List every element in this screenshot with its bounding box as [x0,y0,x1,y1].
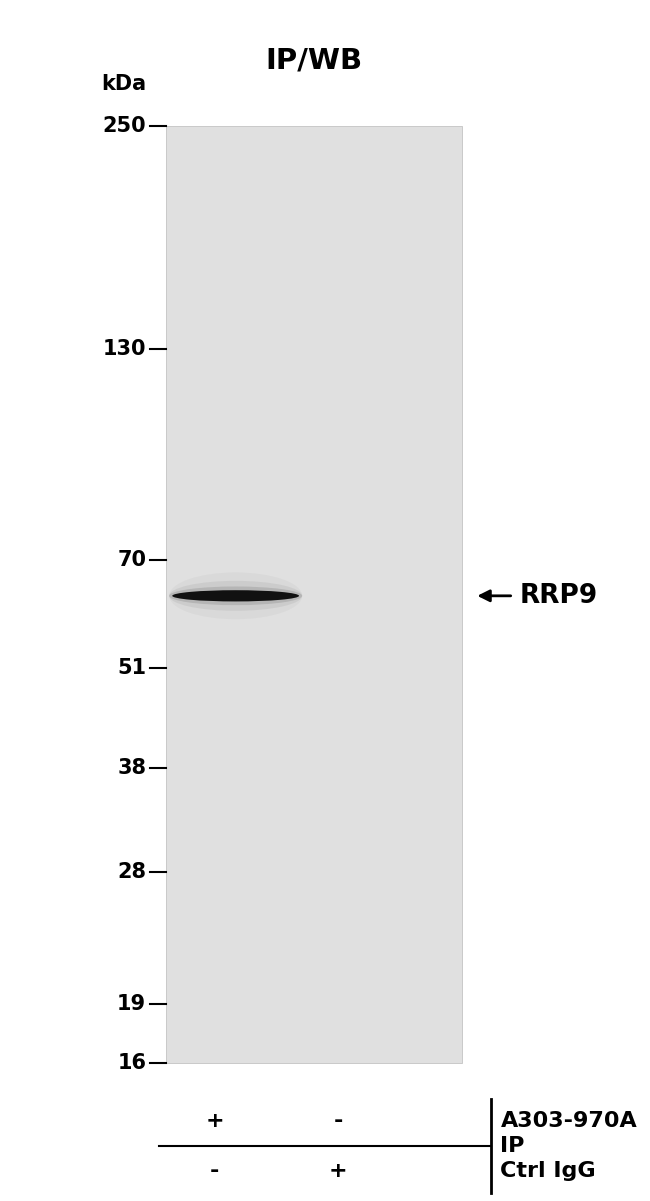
Text: IP: IP [500,1136,525,1155]
Text: 51: 51 [117,658,146,677]
Text: 130: 130 [103,339,146,359]
Text: kDa: kDa [101,74,146,94]
Text: +: + [329,1161,347,1181]
Text: A303-970A: A303-970A [500,1111,637,1130]
Text: 250: 250 [103,116,146,136]
Text: 38: 38 [117,758,146,778]
Ellipse shape [169,581,302,611]
Text: Ctrl IgG: Ctrl IgG [500,1161,596,1181]
Text: RRP9: RRP9 [520,582,598,609]
Bar [166,126,462,1063]
Ellipse shape [172,590,299,602]
Text: IP/WB: IP/WB [265,46,362,74]
Text: 19: 19 [117,994,146,1015]
Text: 16: 16 [117,1053,146,1072]
Text: 70: 70 [117,550,146,570]
Text: -: - [210,1161,219,1181]
Text: +: + [205,1111,224,1130]
Text: -: - [333,1111,343,1130]
Text: 28: 28 [117,862,146,883]
Ellipse shape [169,586,302,605]
